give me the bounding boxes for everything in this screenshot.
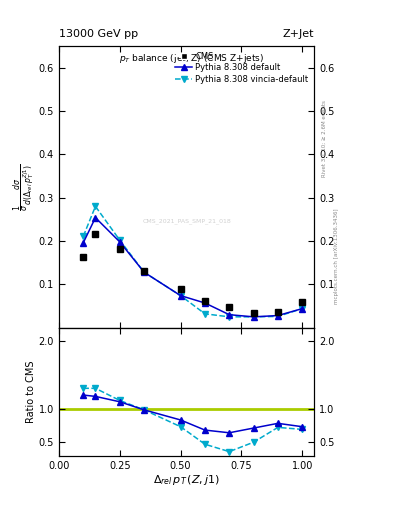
Text: CMS_2021_PAS_SMP_21_018: CMS_2021_PAS_SMP_21_018 xyxy=(142,218,231,224)
Text: $p_T$ balance (jet, Z) (CMS Z+jets): $p_T$ balance (jet, Z) (CMS Z+jets) xyxy=(119,52,264,65)
X-axis label: $\Delta_{rel}\,p_T\,(Z,j1)$: $\Delta_{rel}\,p_T\,(Z,j1)$ xyxy=(153,473,220,487)
Y-axis label: Ratio to CMS: Ratio to CMS xyxy=(26,360,36,423)
Text: mcplots.cern.ch [arXiv:1306.3436]: mcplots.cern.ch [arXiv:1306.3436] xyxy=(334,208,338,304)
Text: Rivet 3.1.10; ≥ 2.6M events: Rivet 3.1.10; ≥ 2.6M events xyxy=(322,100,327,177)
Y-axis label: $\frac{1}{\sigma}\frac{d\sigma}{d(\Delta_{rel}\,p_T^{Zj1})}$: $\frac{1}{\sigma}\frac{d\sigma}{d(\Delta… xyxy=(12,163,37,210)
Text: 13000 GeV pp: 13000 GeV pp xyxy=(59,29,138,39)
Legend: CMS, Pythia 8.308 default, Pythia 8.308 vincia-default: CMS, Pythia 8.308 default, Pythia 8.308 … xyxy=(174,50,310,86)
Text: Z+Jet: Z+Jet xyxy=(283,29,314,39)
